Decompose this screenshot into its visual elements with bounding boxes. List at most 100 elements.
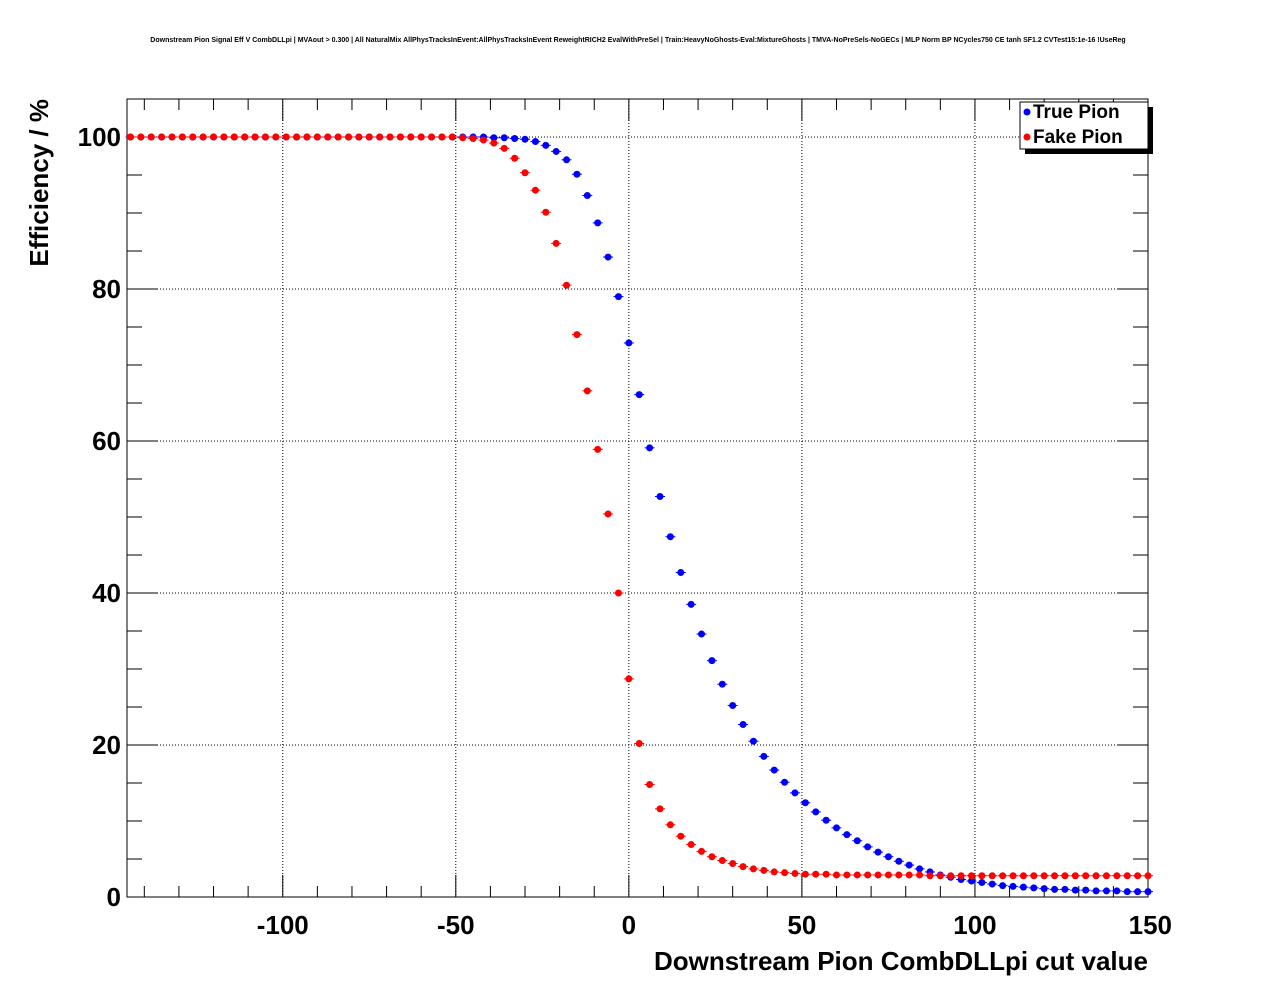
data-point — [916, 871, 924, 879]
data-point — [199, 133, 207, 141]
data-point — [801, 870, 809, 878]
data-point — [1102, 872, 1110, 880]
data-point — [988, 880, 996, 888]
data-point — [770, 868, 778, 876]
data-point — [760, 866, 768, 874]
data-point — [168, 133, 176, 141]
data-point — [635, 739, 643, 747]
data-point — [957, 872, 965, 880]
y-tick-label: 60 — [92, 426, 121, 456]
data-point — [438, 133, 446, 141]
data-point — [833, 824, 841, 832]
x-axis-label: Downstream Pion CombDLLpi cut value — [654, 946, 1148, 976]
data-point — [417, 133, 425, 141]
data-point — [656, 805, 664, 813]
x-tick-label: 150 — [1129, 910, 1172, 940]
data-point — [303, 133, 311, 141]
data-point — [1071, 886, 1079, 894]
data-point — [729, 701, 737, 709]
data-point — [604, 510, 612, 518]
data-point — [718, 857, 726, 865]
data-point — [926, 872, 934, 880]
data-point — [1144, 872, 1152, 880]
data-point — [822, 870, 830, 878]
plot-frame — [126, 98, 1149, 898]
data-point — [1082, 886, 1090, 894]
data-point — [843, 831, 851, 839]
data-point — [864, 843, 872, 851]
data-point — [646, 444, 654, 452]
data-point — [542, 141, 550, 149]
data-point — [500, 134, 508, 142]
data-point — [1051, 885, 1059, 893]
data-point — [282, 133, 290, 141]
data-point — [1082, 872, 1090, 880]
data-point — [781, 778, 789, 786]
data-point — [698, 847, 706, 855]
data-point — [573, 170, 581, 178]
data-point — [583, 387, 591, 395]
data-point — [563, 156, 571, 164]
data-point — [511, 154, 519, 162]
data-point — [490, 134, 498, 142]
data-point — [324, 133, 332, 141]
data-point — [625, 675, 633, 683]
data-point — [874, 871, 882, 879]
data-point — [666, 533, 674, 541]
data-point — [988, 872, 996, 880]
y-tick-label: 0 — [107, 882, 121, 912]
data-point — [1040, 872, 1048, 880]
data-point — [1092, 872, 1100, 880]
data-point — [552, 239, 560, 247]
data-point — [749, 865, 757, 873]
data-point — [812, 870, 820, 878]
data-point — [1113, 887, 1121, 895]
data-point — [158, 133, 166, 141]
legend-box — [1019, 101, 1149, 150]
data-point — [677, 568, 685, 576]
data-point — [479, 136, 487, 144]
data-point — [241, 133, 249, 141]
data-point — [334, 133, 342, 141]
x-tick-labels: -100 -50 0 50 100 150 — [257, 910, 1172, 940]
data-point — [687, 600, 695, 608]
x-tick-label: 50 — [787, 910, 816, 940]
data-point — [895, 857, 903, 865]
data-point — [978, 879, 986, 887]
data-point — [189, 133, 197, 141]
data-point — [708, 853, 716, 861]
x-tick-label: -50 — [437, 910, 475, 940]
data-point — [646, 781, 654, 789]
data-point — [895, 871, 903, 879]
data-point — [770, 766, 778, 774]
data-point — [677, 832, 685, 840]
data-point — [999, 872, 1007, 880]
data-point — [687, 841, 695, 849]
data-point — [1144, 888, 1152, 896]
data-point — [531, 138, 539, 146]
data-point — [448, 133, 456, 141]
data-point — [521, 169, 529, 177]
data-point — [459, 134, 467, 142]
data-point — [261, 133, 269, 141]
data-point — [230, 133, 238, 141]
data-point — [1019, 872, 1027, 880]
data-point — [760, 752, 768, 760]
data-point — [396, 133, 404, 141]
data-point — [791, 789, 799, 797]
data-point — [1123, 888, 1131, 896]
legend-label-fake-pion: Fake Pion — [1033, 127, 1123, 148]
data-point — [853, 837, 861, 845]
data-point — [355, 133, 363, 141]
chart-title: Downstream Pion Signal Eff V CombDLLpi |… — [150, 37, 1125, 44]
data-point — [739, 863, 747, 871]
data-point — [1102, 887, 1110, 895]
data-point — [594, 445, 602, 453]
data-point — [345, 133, 353, 141]
data-point — [947, 872, 955, 880]
data-point — [1019, 883, 1027, 891]
y-tick-label: 40 — [92, 578, 121, 608]
y-tick-label: 80 — [92, 274, 121, 304]
legend-marker-true-pion — [1023, 108, 1031, 116]
data-point — [791, 869, 799, 877]
